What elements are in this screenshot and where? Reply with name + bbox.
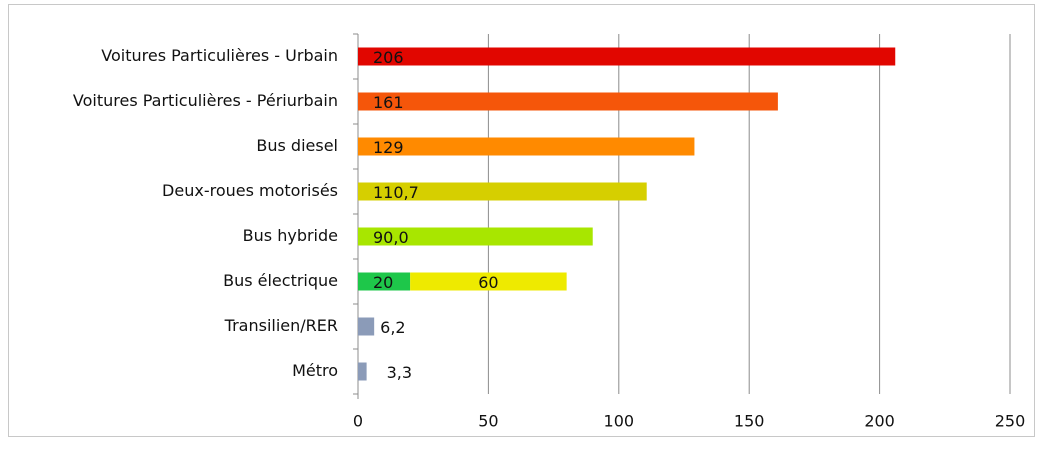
value-label: 20: [373, 273, 393, 292]
bar: [358, 137, 695, 156]
bar: [358, 92, 778, 111]
y-tick-label: Métro: [292, 361, 338, 380]
bar: [358, 317, 375, 336]
x-tick-label: 50: [478, 412, 498, 431]
x-tick-label: 150: [734, 412, 765, 431]
bar: [358, 227, 593, 246]
value-label: 3,3: [387, 363, 412, 382]
x-tick-label: 200: [864, 412, 895, 431]
value-label: 129: [373, 138, 404, 157]
x-tick-label: 250: [995, 412, 1026, 431]
bar: [358, 47, 896, 66]
chart-frame: [8, 4, 1035, 437]
y-tick-label: Deux-roues motorisés: [162, 181, 338, 200]
x-tick-label: 0: [353, 412, 363, 431]
y-tick-label: Bus électrique: [223, 271, 338, 290]
x-tick-label: 100: [604, 412, 635, 431]
y-tick-label: Bus diesel: [256, 136, 338, 155]
value-label: 110,7: [373, 183, 419, 202]
bar: [410, 272, 567, 291]
value-label: 60: [478, 273, 498, 292]
y-tick-label: Bus hybride: [243, 226, 338, 245]
value-label: 6,2: [380, 318, 405, 337]
bar: [358, 182, 647, 201]
value-label: 90,0: [373, 228, 409, 247]
bar: [358, 362, 367, 381]
value-label: 206: [373, 48, 404, 67]
value-label: 161: [373, 93, 404, 112]
y-tick-label: Voitures Particulières - Périurbain: [73, 91, 338, 110]
bar: [358, 272, 411, 291]
y-tick-label: Voitures Particulières - Urbain: [101, 46, 338, 65]
y-tick-label: Transilien/RER: [224, 316, 338, 335]
